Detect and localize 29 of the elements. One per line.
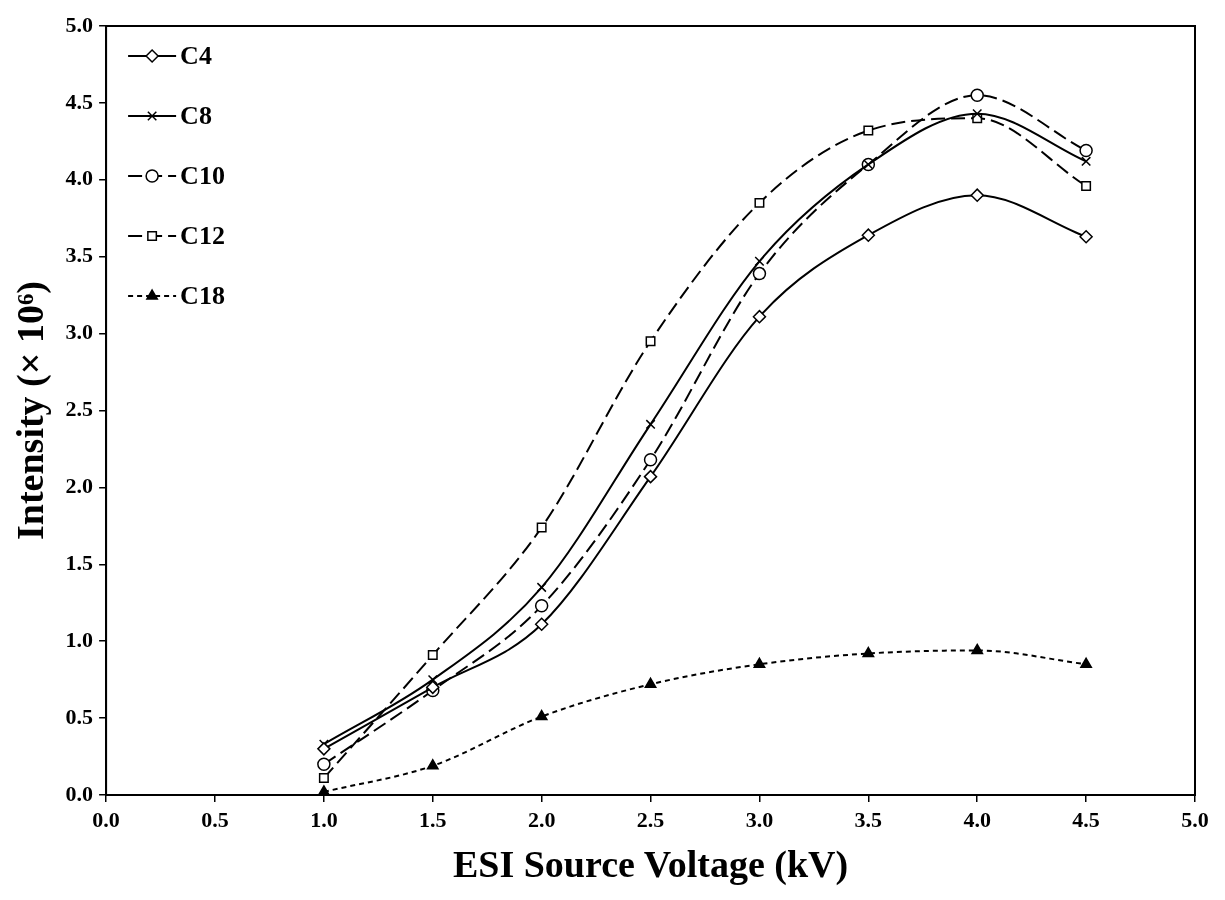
y-tick-label: 2.5	[65, 396, 94, 422]
y-tick-label: 1.5	[65, 549, 94, 575]
x-tick-label: 1.0	[310, 806, 338, 832]
x-tick-label: 0.0	[92, 806, 120, 832]
x-tick-label: 1.5	[419, 806, 447, 832]
y-tick-label: 4.5	[65, 88, 94, 114]
legend-label: C4	[180, 40, 212, 70]
legend-label: C18	[180, 280, 225, 310]
y-tick-label: 2.0	[65, 473, 94, 499]
y-tick-label: 4.0	[65, 165, 94, 191]
legend-label: C12	[180, 220, 225, 250]
y-tick-label: 5.0	[65, 11, 94, 37]
x-tick-label: 2.5	[636, 806, 665, 832]
y-tick-label: 0.0	[65, 780, 94, 806]
x-tick-label: 3.0	[745, 806, 774, 832]
x-axis-title: ESI Source Voltage (kV)	[452, 843, 849, 887]
x-tick-label: 2.0	[527, 806, 556, 832]
legend-label: C8	[180, 100, 212, 130]
legend-label: C10	[180, 160, 225, 190]
y-tick-label: 3.5	[65, 242, 94, 268]
x-tick-label: 4.0	[963, 806, 991, 832]
y-tick-label: 1.0	[65, 626, 94, 652]
y-axis-title: Intensity (× 10⁶)	[8, 281, 52, 540]
x-tick-label: 3.5	[854, 806, 883, 832]
x-tick-label: 5.0	[1181, 806, 1209, 832]
y-tick-label: 0.5	[65, 703, 94, 729]
x-tick-label: 0.5	[201, 806, 229, 832]
y-tick-label: 3.0	[65, 319, 94, 345]
x-tick-label: 4.5	[1072, 806, 1100, 832]
